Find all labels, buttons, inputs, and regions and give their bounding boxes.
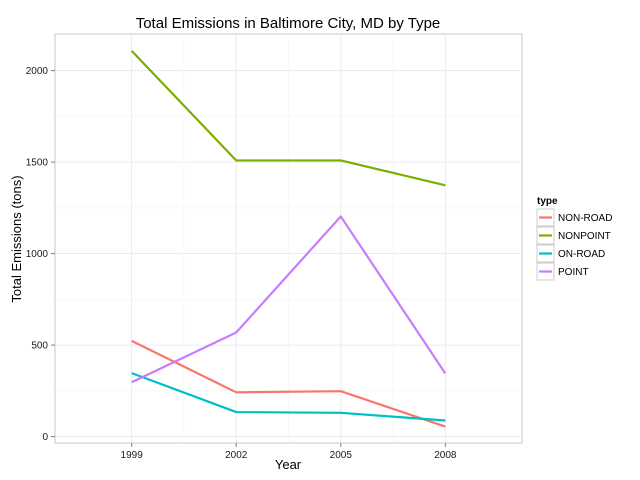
y-tick-label: 1500 <box>26 158 49 169</box>
y-tick-label: 2000 <box>26 66 49 77</box>
legend-item-non-road: NON-ROAD <box>536 208 612 227</box>
x-axis-title: Year <box>275 457 302 472</box>
legend-label: POINT <box>558 267 589 278</box>
grid-lines <box>55 34 522 443</box>
legend-item-point: POINT <box>536 262 589 281</box>
chart-title: Total Emissions in Baltimore City, MD by… <box>136 15 441 32</box>
y-axis-title: Total Emissions (tons) <box>9 175 24 302</box>
series-line-non-road <box>131 339 446 428</box>
x-tick-label: 2002 <box>225 450 248 461</box>
legend-label: NON-ROAD <box>558 213 612 224</box>
y-axis-ticks: 0 500 1000 1500 2000 <box>26 66 55 443</box>
x-tick-label: 1999 <box>121 450 144 461</box>
legend-label: ON-ROAD <box>558 249 605 260</box>
x-tick-label: 2005 <box>330 450 353 461</box>
legend-item-nonpoint: NONPOINT <box>536 226 611 245</box>
legend: type NON-ROAD NONPOINT ON-ROAD POINT <box>536 196 612 281</box>
legend-item-on-road: ON-ROAD <box>536 244 605 263</box>
series-line-on-road <box>131 372 446 422</box>
series-line-point <box>131 215 447 384</box>
y-tick-label: 1000 <box>26 249 49 260</box>
y-tick-label: 500 <box>31 341 48 352</box>
series-line-nonpoint <box>130 50 446 187</box>
legend-label: NONPOINT <box>558 231 611 242</box>
legend-title: type <box>537 196 558 207</box>
series-lines <box>130 50 447 428</box>
x-axis-ticks: 1999 2002 2005 2008 <box>121 443 457 461</box>
x-tick-label: 2008 <box>434 450 457 461</box>
y-tick-label: 0 <box>42 432 48 443</box>
